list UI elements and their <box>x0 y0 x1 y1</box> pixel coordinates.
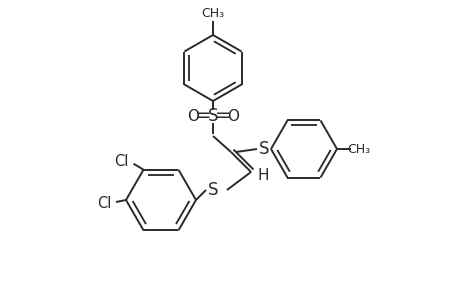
Text: O: O <box>226 109 239 124</box>
Text: S: S <box>207 181 218 199</box>
Text: =: = <box>194 106 211 124</box>
Text: =: = <box>214 106 231 124</box>
Text: Cl: Cl <box>114 154 129 169</box>
Text: O: O <box>187 109 199 124</box>
Text: CH₃: CH₃ <box>201 7 224 20</box>
Text: Cl: Cl <box>96 196 111 211</box>
Text: CH₃: CH₃ <box>347 142 370 155</box>
Text: S: S <box>258 140 269 158</box>
Text: H: H <box>257 169 268 184</box>
Text: S: S <box>207 107 218 125</box>
